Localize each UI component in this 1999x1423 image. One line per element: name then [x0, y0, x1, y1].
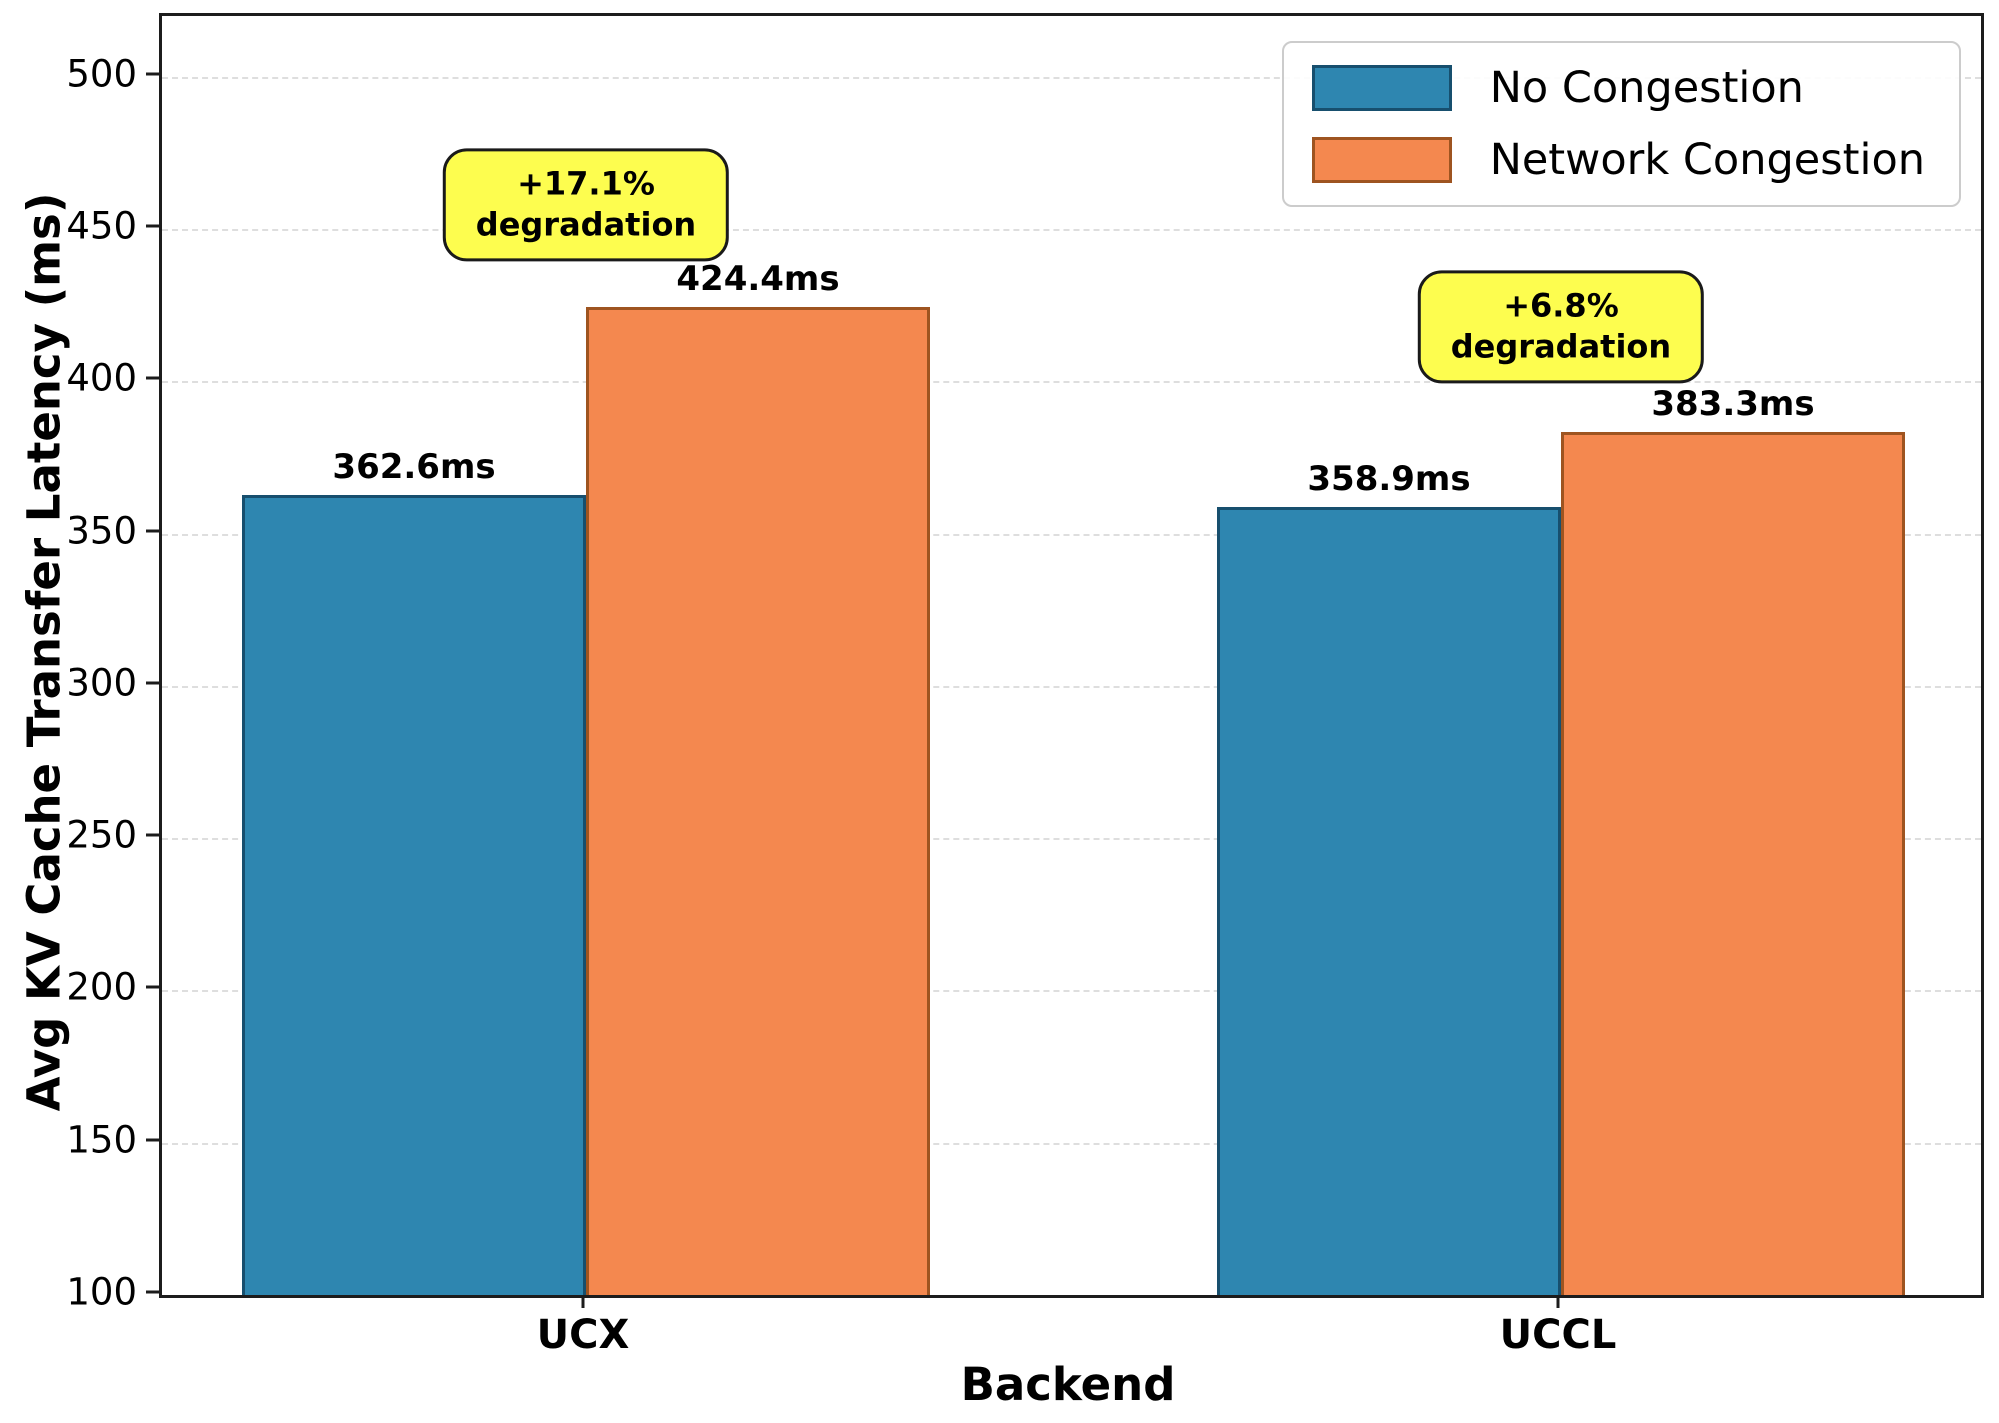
gridline — [162, 1142, 1981, 1145]
legend-swatch-icon — [1311, 137, 1452, 183]
degradation-annotation: +6.8% degradation — [1417, 270, 1705, 384]
y-tick-mark — [146, 1138, 159, 1142]
y-tick-mark — [146, 833, 159, 837]
bar-value-label: 383.3ms — [1651, 384, 1815, 425]
annotation-line: +6.8% — [1503, 286, 1619, 325]
y-tick-mark — [146, 529, 159, 533]
legend: No Congestion Network Congestion — [1281, 41, 1961, 207]
bar-no-congestion-ucx — [242, 495, 586, 1295]
legend-label: Network Congestion — [1489, 134, 1925, 185]
annotation-line: degradation — [475, 205, 697, 244]
gridline — [162, 533, 1981, 536]
bar-no-congestion-uccl — [1217, 506, 1561, 1295]
y-tick-mark — [146, 376, 159, 380]
annotation-line: +17.1% — [517, 164, 655, 203]
legend-entry-no-congestion: No Congestion — [1311, 62, 1925, 113]
y-tick-mark — [146, 224, 159, 228]
y-tick-label: 100 — [66, 1270, 137, 1314]
y-tick-mark — [146, 72, 159, 76]
bar-value-label: 424.4ms — [676, 259, 840, 300]
gridline — [162, 990, 1981, 993]
gridline — [162, 381, 1981, 384]
y-tick-mark — [146, 681, 159, 685]
legend-entry-network-congestion: Network Congestion — [1311, 134, 1925, 185]
y-tick-mark — [146, 985, 159, 989]
y-tick-label: 500 — [66, 52, 137, 96]
gridline — [162, 229, 1981, 232]
legend-swatch-icon — [1311, 65, 1452, 111]
y-tick-label: 150 — [66, 1118, 137, 1162]
x-tick-label-uccl: UCCL — [1499, 1312, 1617, 1358]
legend-label: No Congestion — [1489, 62, 1804, 113]
y-axis-title: Avg KV Cache Transfer Latency (ms) — [17, 192, 71, 1112]
x-tick-label-ucx: UCX — [536, 1312, 630, 1358]
gridline — [162, 838, 1981, 841]
gridline — [162, 685, 1981, 688]
x-axis-title: Backend — [960, 1358, 1176, 1411]
y-tick-mark — [146, 1290, 159, 1294]
annotation-line: degradation — [1450, 327, 1672, 366]
plot-area: 362.6ms 358.9ms 424.4ms 383.3ms +17.1% degrad… — [159, 13, 1984, 1298]
degradation-annotation: +17.1% degradation — [442, 148, 730, 262]
bar-value-label: 362.6ms — [332, 447, 496, 488]
bar-value-label: 358.9ms — [1307, 458, 1471, 499]
bar-network-congestion-ucx — [586, 307, 930, 1295]
gridline — [162, 76, 1981, 79]
bar-network-congestion-uccl — [1560, 432, 1905, 1295]
